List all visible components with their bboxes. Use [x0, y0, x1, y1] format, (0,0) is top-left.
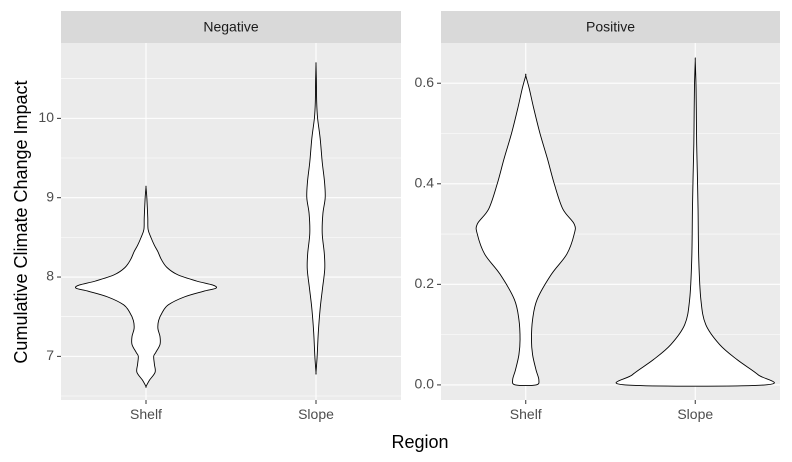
y-tick-label: 8: [46, 268, 54, 284]
y-tick-label: 0.0: [415, 376, 435, 392]
y-tick-label: 10: [38, 109, 54, 125]
violin-shelf: [74, 185, 218, 388]
x-tick-label: Slope: [677, 406, 713, 422]
violins: [74, 62, 326, 388]
x-tick-label: Shelf: [510, 406, 542, 422]
x-axis-ticks: Shelf Slope: [510, 400, 713, 422]
panel-background: [61, 43, 401, 400]
panel-positive: Positive 0.0 0.2 0.4 0.6 Shelf Slope: [415, 11, 780, 422]
x-tick-label: Slope: [298, 406, 334, 422]
strip-background: [61, 11, 401, 43]
y-tick-label: 0.4: [415, 174, 435, 190]
violins: [475, 57, 775, 387]
strip-background: [441, 11, 780, 43]
panel-negative: Negative 7 8 9 10 Shelf Slope: [38, 11, 401, 422]
x-tick-label: Shelf: [130, 406, 162, 422]
x-axis-ticks: Shelf Slope: [130, 400, 334, 422]
violin-slope: [306, 62, 326, 375]
y-tick-label: 0.6: [415, 74, 435, 90]
y-tick-label: 0.2: [415, 275, 435, 291]
y-axis-title: Cumulative Climate Change Impact: [11, 80, 31, 363]
y-tick-label: 9: [46, 188, 54, 204]
y-axis-ticks: 0.0 0.2 0.4 0.6: [415, 74, 441, 392]
x-axis-title: Region: [391, 432, 448, 452]
panel-title: Positive: [586, 19, 635, 35]
y-axis-ticks: 7 8 9 10: [38, 109, 61, 363]
y-tick-label: 7: [46, 347, 54, 363]
panel-title: Negative: [203, 19, 258, 35]
violin-slope: [615, 57, 775, 387]
violin-shelf: [475, 73, 576, 386]
